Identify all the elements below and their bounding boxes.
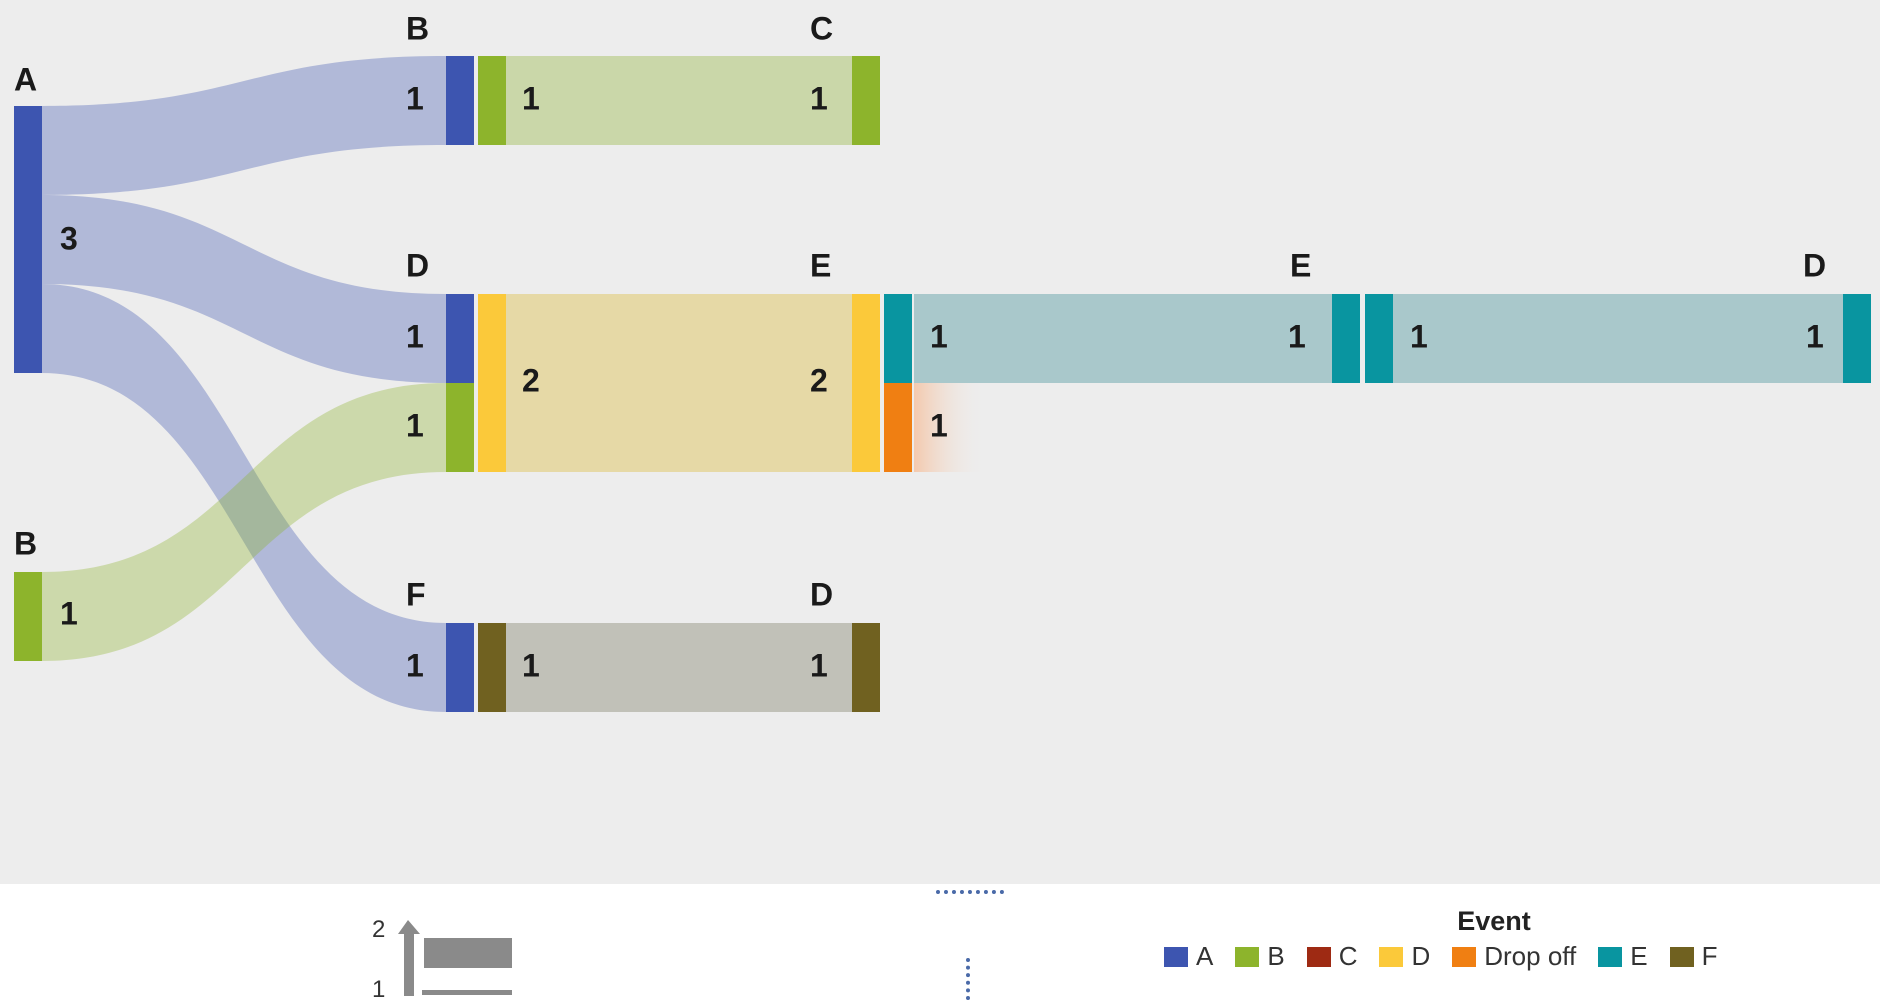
count-label-b-to-c-start: 1 <box>522 80 540 116</box>
count-label-d-step3: 1 <box>810 647 828 683</box>
node-b-step1 <box>14 572 42 661</box>
legend-item-e[interactable]: E <box>1598 941 1648 972</box>
legend-label-e: E <box>1630 941 1648 971</box>
node-e-step4-out <box>1365 294 1393 383</box>
legend-label-a: A <box>1196 941 1214 971</box>
flow-a-to-f <box>42 284 446 712</box>
node-d-step2-in-a <box>446 294 474 383</box>
flow-a-to-b <box>42 56 446 195</box>
node-label-b-step1: B <box>14 525 37 561</box>
size-legend-label-2: 2 <box>372 916 386 943</box>
node-d-step2-out <box>478 294 506 472</box>
size-legend-icon <box>398 920 512 996</box>
count-label-e-step4-in: 1 <box>1288 318 1306 354</box>
node-d-step3-in <box>852 623 880 712</box>
size-legend: 2 1 <box>370 912 520 1007</box>
node-label-a-step1: A <box>14 61 37 97</box>
legend: Event A B C D Drop off E F <box>1164 906 1844 972</box>
count-label-a-to-f: 1 <box>406 647 424 683</box>
count-label-d-step5: 1 <box>1806 318 1824 354</box>
node-d-step2-in-b <box>446 383 474 472</box>
node-label-d-step5: D <box>1803 247 1826 283</box>
legend-item-d[interactable]: D <box>1379 941 1430 972</box>
legend-swatch-e <box>1598 946 1623 967</box>
node-label-c-step3: C <box>810 10 833 46</box>
legend-swatch-d <box>1379 946 1404 967</box>
flow-f-to-d <box>506 623 852 712</box>
flow-b-to-d <box>42 383 446 661</box>
legend-item-drop-off[interactable]: Drop off <box>1452 941 1576 972</box>
count-label-e-to-e-start: 1 <box>930 318 948 354</box>
legend-label-c: C <box>1338 941 1358 971</box>
node-e-step3-in <box>852 294 880 472</box>
count-label-e-to-d-start: 1 <box>1410 318 1428 354</box>
count-label-drop-off: 1 <box>930 407 948 443</box>
legend-label-f: F <box>1701 941 1718 971</box>
node-label-e-step4: E <box>1290 247 1311 283</box>
node-f-step2-out <box>478 623 506 712</box>
legend-swatch-drop-off <box>1452 946 1477 967</box>
sankey-plot-area: A B B D F C E D E D 3 1 1 1 1 1 1 2 2 1 1 1 1 1 1 1 1 <box>0 0 1880 884</box>
legend-items: A B C D Drop off E F <box>1164 941 1844 972</box>
flow-e-to-drop-off <box>914 383 986 472</box>
count-label-d-step2: 2 <box>522 362 540 398</box>
count-label-a-step1: 3 <box>60 220 78 256</box>
legend-item-a[interactable]: A <box>1164 941 1213 972</box>
scroll-handle-horizontal[interactable] <box>936 890 1004 894</box>
node-f-step2-in <box>446 623 474 712</box>
count-label-a-to-b: 1 <box>406 80 424 116</box>
node-b-step2-out <box>478 56 506 145</box>
node-e-step3-out-drop-off <box>884 383 912 472</box>
legend-label-drop-off: Drop off <box>1484 941 1577 971</box>
scroll-handle-vertical[interactable] <box>966 958 970 1000</box>
node-label-b-step2: B <box>406 10 429 46</box>
node-label-d-step3: D <box>810 576 833 612</box>
flow-a-to-d <box>42 195 446 383</box>
size-legend-label-1: 1 <box>372 976 386 1003</box>
node-label-e-step3: E <box>810 247 831 283</box>
flow-b-to-c <box>506 56 852 145</box>
flow-e-to-e <box>914 294 1332 383</box>
legend-title: Event <box>1457 906 1531 936</box>
flow-e-to-d <box>1393 294 1843 383</box>
node-label-f-step2: F <box>406 576 426 612</box>
node-e-step3-out-e <box>884 294 912 383</box>
legend-swatch-b <box>1235 946 1260 967</box>
count-label-e-step3-in: 2 <box>810 362 828 398</box>
legend-label-b: B <box>1267 941 1285 971</box>
node-a-step1 <box>14 106 42 373</box>
node-d-step5-in <box>1843 294 1871 383</box>
count-label-a-to-d: 1 <box>406 318 424 354</box>
legend-item-b[interactable]: B <box>1235 941 1285 972</box>
count-label-c-step3: 1 <box>810 80 828 116</box>
flow-d-to-e <box>506 294 852 472</box>
count-label-b-to-d: 1 <box>406 407 424 443</box>
node-e-step4-in <box>1332 294 1360 383</box>
count-label-f-to-d-start: 1 <box>522 647 540 683</box>
sankey-chart: A B B D F C E D E D 3 1 1 1 1 1 1 2 2 1 1 1 1 1 1 1 1 <box>14 10 1871 712</box>
legend-item-f[interactable]: F <box>1669 941 1718 972</box>
legend-item-c[interactable]: C <box>1306 941 1358 972</box>
legend-swatch-f <box>1669 946 1694 967</box>
legend-label-d: D <box>1411 941 1431 971</box>
node-b-step2-in <box>446 56 474 145</box>
legend-swatch-a <box>1164 946 1188 967</box>
count-label-b-step1: 1 <box>60 595 78 631</box>
node-label-d-step2: D <box>406 247 429 283</box>
legend-swatch-c <box>1306 946 1331 967</box>
node-c-step3-in <box>852 56 880 145</box>
